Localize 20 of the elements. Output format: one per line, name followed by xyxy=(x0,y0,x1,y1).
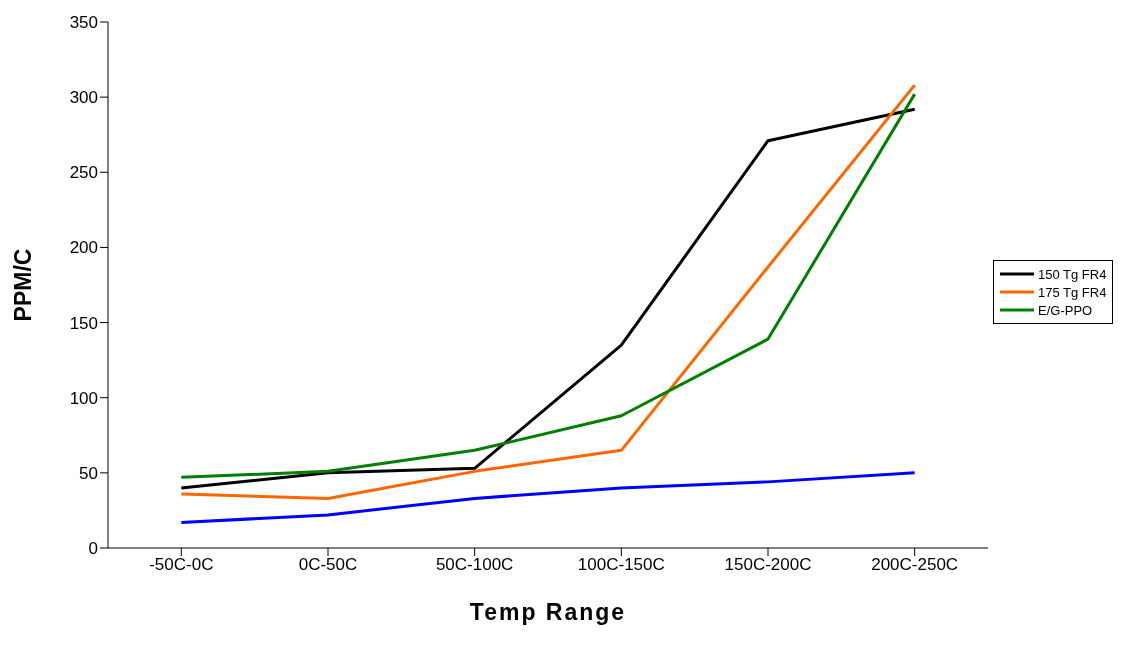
x-axis-title: Temp Range xyxy=(469,599,627,625)
y-tick-label: 150 xyxy=(69,313,98,333)
y-tick-label: 300 xyxy=(69,88,98,108)
y-tick-label: 350 xyxy=(69,13,98,33)
line-series xyxy=(179,471,917,524)
x-tick-label: 150C-200C xyxy=(724,555,812,575)
y-tick-label: 250 xyxy=(69,163,98,183)
x-tick-label: -50C-0C xyxy=(149,555,214,575)
legend-label: E/G-PPO xyxy=(1038,302,1093,318)
y-tick-label: 50 xyxy=(79,463,98,483)
x-tick-label: 50C-100C xyxy=(435,555,514,575)
x-tick-label: 100C-150C xyxy=(577,555,665,575)
y-tick-label: 100 xyxy=(69,388,98,408)
x-tick-label: 0C-50C xyxy=(298,555,358,575)
legend-label: 150 Tg FR4 xyxy=(1038,266,1107,282)
y-tick-label: 200 xyxy=(69,238,98,258)
x-tick-label: 200C-250C xyxy=(871,555,959,575)
y-tick-label: 0 xyxy=(88,539,98,559)
y-axis-title: PPM/C xyxy=(10,248,37,322)
legend-label: 175 Tg FR4 xyxy=(1038,284,1107,300)
